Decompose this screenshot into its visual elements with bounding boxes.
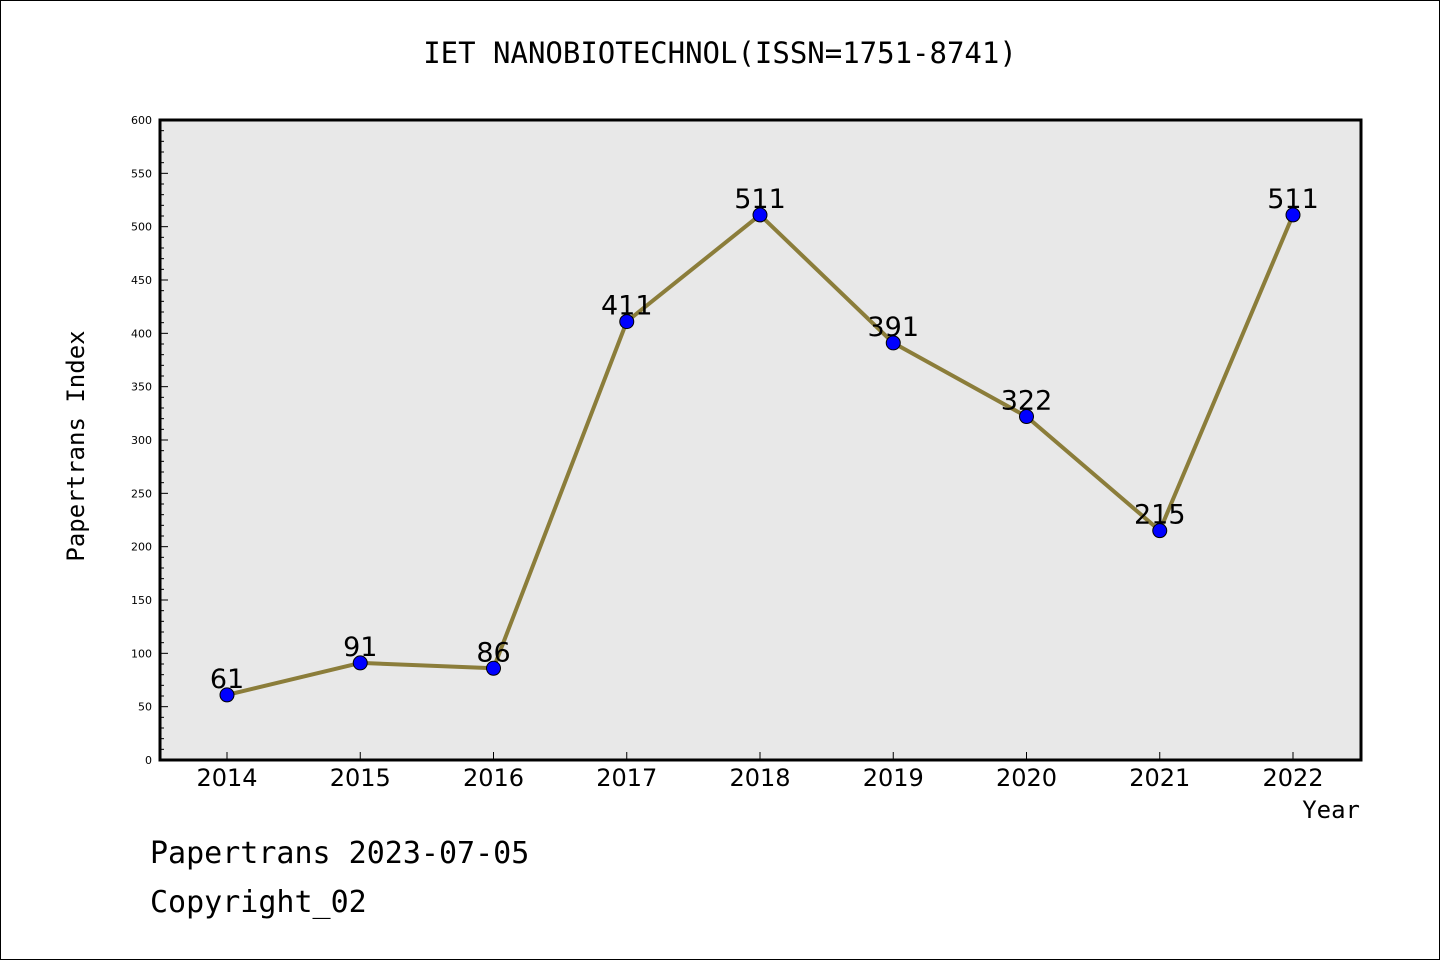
y-tick-label: 0	[145, 754, 152, 767]
y-tick-label: 550	[131, 167, 152, 180]
y-tick-label: 150	[131, 594, 152, 607]
y-tick-label: 300	[131, 434, 152, 447]
y-tick-label: 500	[131, 221, 152, 234]
y-axis-label: Papertrans Index	[62, 330, 90, 562]
y-tick-label: 400	[131, 327, 152, 340]
y-tick-label: 600	[131, 114, 152, 127]
data-point	[352, 655, 368, 671]
y-tick-label: 250	[131, 487, 152, 500]
y-tick-label: 450	[131, 274, 152, 287]
y-tick-label: 100	[131, 647, 152, 660]
plot-area	[160, 120, 1361, 760]
x-tick-label: 2014	[196, 764, 257, 792]
x-axis: 2014 2015 2016 2017 2018 2019 2020 2021 2022	[196, 752, 1324, 792]
y-tick-label: 200	[131, 541, 152, 554]
x-tick-label: 2020	[996, 764, 1057, 792]
data-point	[885, 335, 901, 351]
x-tick-label: 2018	[729, 764, 790, 792]
x-tick-label: 2017	[596, 764, 657, 792]
data-point	[619, 314, 635, 330]
x-axis-label: Year	[1302, 796, 1360, 824]
x-tick-label: 2016	[463, 764, 524, 792]
y-tick-label: 350	[131, 381, 152, 394]
data-point	[1285, 207, 1301, 223]
footer-date: Papertrans 2023-07-05	[150, 836, 530, 871]
data-point	[1152, 523, 1168, 539]
x-tick-label: 2015	[330, 764, 391, 792]
plot-border	[158, 118, 1363, 762]
chart-title: IET NANOBIOTECHNOL(ISSN=1751-8741)	[423, 36, 1017, 70]
data-point	[1019, 409, 1034, 425]
x-tick-label: 2021	[1129, 764, 1190, 792]
data-point	[752, 207, 768, 223]
x-tick-label: 2022	[1262, 764, 1323, 792]
data-point	[486, 660, 501, 676]
x-tick-label: 2019	[863, 764, 924, 792]
footer-copyright: Copyright_02	[150, 885, 367, 920]
y-tick-label: 50	[138, 701, 152, 714]
data-point	[219, 687, 235, 703]
